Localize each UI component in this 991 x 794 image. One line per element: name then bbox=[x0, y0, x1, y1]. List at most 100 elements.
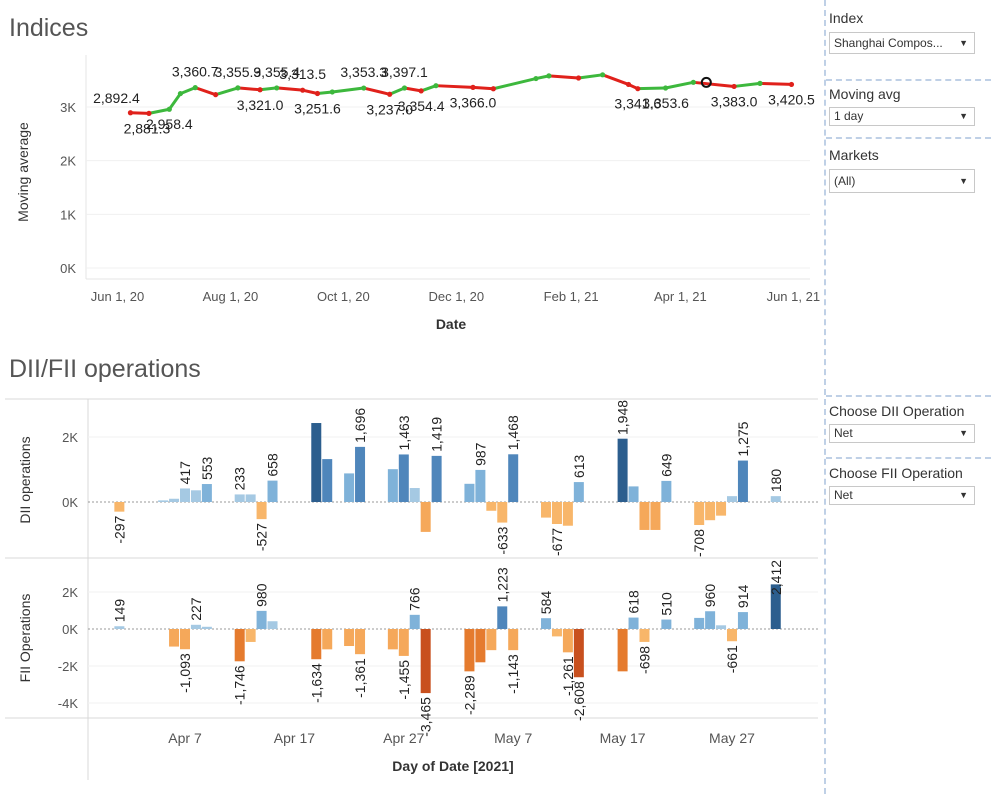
data-point bbox=[146, 110, 152, 116]
line-segment bbox=[258, 86, 279, 92]
dii-fii-chart[interactable]: DII operations FII Operations Day of Dat… bbox=[0, 0, 822, 794]
data-label: 3,420.5 bbox=[768, 91, 815, 107]
data-point bbox=[300, 87, 306, 93]
bar bbox=[661, 480, 672, 502]
x-tick-label: Feb 1, 21 bbox=[544, 289, 599, 304]
bar bbox=[650, 502, 661, 530]
index-dropdown[interactable]: Shanghai Compos... ▼ bbox=[829, 32, 975, 54]
bar bbox=[114, 502, 125, 512]
bar bbox=[705, 502, 716, 521]
bar bbox=[158, 500, 169, 502]
bar bbox=[551, 502, 562, 525]
markets-label: Markets bbox=[829, 147, 879, 163]
markets-dropdown[interactable]: (All) ▼ bbox=[829, 169, 975, 193]
indices-chart[interactable]: Moving average Date 0K 1K 2K 3K Jun 1, 20 Aug… bbox=[0, 0, 822, 340]
bar-value-label: -1,261 bbox=[560, 656, 576, 696]
y-tick-label: 0K bbox=[60, 261, 76, 276]
bar bbox=[190, 624, 201, 629]
line-segment bbox=[419, 84, 438, 93]
markets-value: (All) bbox=[834, 174, 856, 188]
bar bbox=[617, 438, 628, 502]
line-segment bbox=[178, 86, 197, 96]
y-tick-label: 2K bbox=[60, 154, 76, 169]
bar bbox=[628, 617, 639, 629]
bar bbox=[661, 619, 672, 629]
data-label: 3,383.0 bbox=[711, 93, 758, 109]
moving-avg-dropdown[interactable]: 1 day ▼ bbox=[829, 107, 975, 126]
x-tick-label: Apr 17 bbox=[274, 730, 315, 746]
bar bbox=[727, 629, 737, 642]
bar-value-label: 1,419 bbox=[429, 417, 445, 452]
data-point bbox=[533, 75, 539, 82]
data-point bbox=[257, 87, 263, 93]
bar-value-label: 618 bbox=[626, 590, 642, 614]
data-label: 3,313.5 bbox=[279, 66, 326, 82]
y-tick-label: -4K bbox=[58, 696, 79, 711]
x-tick-label: Apr 7 bbox=[168, 730, 202, 746]
data-point bbox=[166, 106, 172, 112]
bar-value-label: 987 bbox=[472, 442, 488, 466]
dii-operation-filter: Choose DII Operation Net ▼ bbox=[829, 403, 984, 443]
data-point bbox=[625, 81, 632, 88]
fii-y-axis-label: FII Operations bbox=[17, 594, 33, 683]
data-label: 3,321.0 bbox=[237, 97, 284, 113]
bar bbox=[234, 629, 245, 662]
bar-value-label: 553 bbox=[199, 456, 215, 480]
dii-y-axis-label: DII operations bbox=[17, 436, 33, 523]
bar bbox=[508, 454, 519, 502]
line-segment bbox=[664, 80, 695, 90]
markets-filter: Markets (All) ▼ bbox=[829, 147, 984, 193]
bar bbox=[497, 606, 508, 629]
chevron-down-icon: ▼ bbox=[959, 428, 968, 438]
line-segment bbox=[167, 92, 182, 111]
chevron-down-icon: ▼ bbox=[959, 38, 968, 48]
bar bbox=[256, 610, 267, 629]
bar-value-label: -1,634 bbox=[308, 663, 324, 703]
bar bbox=[322, 459, 333, 502]
bar bbox=[409, 614, 420, 629]
index-dropdown-value: Shanghai Compos... bbox=[834, 36, 943, 50]
dii-operation-dropdown[interactable]: Net ▼ bbox=[829, 424, 975, 443]
line-segment bbox=[214, 86, 240, 97]
data-point bbox=[418, 88, 424, 94]
bar bbox=[201, 626, 212, 629]
bar bbox=[617, 629, 628, 672]
chevron-down-icon: ▼ bbox=[959, 490, 968, 500]
bar bbox=[562, 629, 573, 653]
data-point bbox=[213, 92, 219, 98]
bar bbox=[409, 488, 420, 502]
data-point bbox=[235, 85, 241, 91]
bar bbox=[344, 629, 355, 647]
data-label: 2,958.4 bbox=[146, 116, 193, 132]
bar-value-label: 1,223 bbox=[494, 567, 510, 602]
filter-divider bbox=[826, 79, 991, 81]
indices-y-axis-label: Moving average bbox=[15, 122, 31, 222]
bar bbox=[464, 483, 475, 502]
bar-value-label: -698 bbox=[636, 646, 652, 674]
y-tick-label: 2K bbox=[62, 585, 78, 600]
bar-value-label: -1,746 bbox=[232, 665, 248, 705]
line-segment bbox=[636, 86, 668, 91]
indices-x-axis-label: Date bbox=[436, 316, 467, 332]
bar bbox=[322, 629, 333, 650]
bar-value-label: 960 bbox=[702, 584, 718, 608]
data-point bbox=[329, 89, 335, 95]
index-filter-label: Index bbox=[829, 10, 864, 26]
data-label: 2,892.4 bbox=[93, 90, 140, 106]
bar bbox=[355, 446, 366, 502]
bar bbox=[541, 618, 552, 629]
bar-value-label: 510 bbox=[658, 592, 674, 616]
bar-value-label: 649 bbox=[658, 453, 674, 477]
fii-operation-dropdown[interactable]: Net ▼ bbox=[829, 486, 975, 505]
bar-value-label: -1,143 bbox=[505, 654, 521, 694]
filter-divider bbox=[826, 137, 991, 139]
bar bbox=[770, 584, 781, 629]
bar bbox=[398, 629, 409, 656]
bar bbox=[267, 621, 278, 629]
chevron-down-icon: ▼ bbox=[959, 111, 968, 121]
fii-operation-value: Net bbox=[834, 488, 853, 502]
fii-operation-label: Choose FII Operation bbox=[829, 465, 963, 481]
bar-value-label: -708 bbox=[691, 529, 707, 557]
data-point bbox=[788, 81, 795, 88]
line-segment bbox=[193, 86, 218, 97]
